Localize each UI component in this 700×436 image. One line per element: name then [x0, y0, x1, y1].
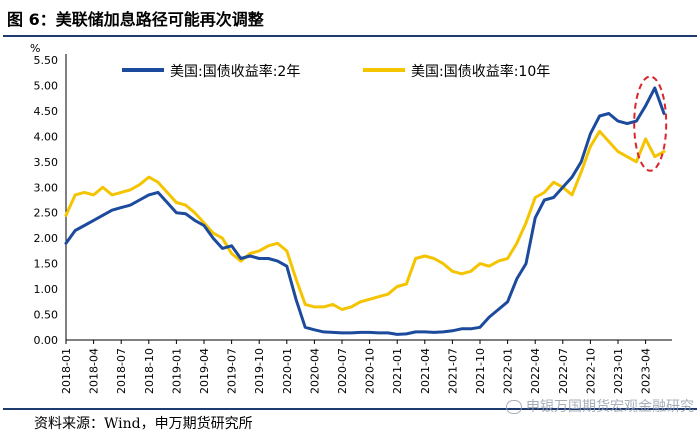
y-tick-label: 5.00 [34, 79, 59, 92]
y-tick-label: 2.50 [34, 207, 59, 220]
y-tick-label: 1.50 [34, 258, 59, 271]
x-tick-label: 2023-01 [612, 348, 625, 394]
legend-label: 美国:国债收益率:10年 [411, 63, 550, 80]
wechat-icon [506, 400, 522, 414]
legend-label: 美国:国债收益率:2年 [170, 63, 300, 80]
y-tick-label: 2.00 [34, 232, 59, 245]
figure-title: 图 6：美联储加息路径可能再次调整 [7, 10, 264, 29]
x-tick-label: 2019-10 [253, 348, 266, 394]
x-tick-label: 2018-10 [143, 348, 156, 394]
x-tick-label: 2020-04 [308, 348, 321, 394]
x-tick-label: 2019-07 [226, 348, 239, 394]
y-axis-unit: % [30, 42, 40, 55]
x-tick-label: 2022-07 [557, 348, 570, 394]
chart: % 0.00 0.50 1.00 1.50 2.00 2.50 3.00 3.50 4.00 4.5… [30, 42, 672, 394]
y-axis-layer: % 0.00 0.50 1.00 1.50 2.00 2.50 3.00 3.50 4.00 4.5… [30, 42, 672, 347]
x-tick-label: 2018-01 [60, 348, 73, 394]
y-tick-label: 3.50 [34, 156, 59, 169]
x-tick-label: 2021-01 [391, 348, 404, 394]
title-rule [3, 35, 697, 37]
x-tick-label: 2020-10 [364, 348, 377, 394]
x-tick-label: 2021-04 [419, 348, 432, 394]
series-line-10y [64, 129, 666, 311]
y-tick-label: 3.00 [34, 181, 59, 194]
footer-rule [3, 408, 697, 410]
x-tick-label: 2019-04 [198, 348, 211, 394]
x-tick-label: 2021-10 [474, 348, 487, 394]
legend: 美国:国债收益率:2年 美国:国债收益率:10年 [122, 63, 550, 80]
annotation-layer [633, 75, 668, 172]
series-layer [64, 86, 666, 336]
watermark: 申银万国期货宏观金融研究 [506, 396, 694, 416]
x-tick-label: 2021-07 [446, 348, 459, 394]
watermark-text: 申银万国期货宏观金融研究 [526, 399, 694, 415]
x-tick-label: 2020-07 [336, 348, 349, 394]
x-tick-label: 2023-04 [640, 348, 653, 394]
y-tick-label: 4.50 [34, 105, 59, 118]
x-tick-label: 2020-01 [281, 348, 294, 394]
x-tick-label: 2022-10 [584, 348, 597, 394]
annotation-ellipse [633, 75, 668, 172]
y-tick-label: 0.00 [34, 334, 59, 347]
x-tick-label: 2022-01 [502, 348, 515, 394]
y-tick-label: 4.00 [34, 130, 59, 143]
y-tick-label: 5.50 [34, 54, 59, 67]
x-tick-label: 2019-01 [170, 348, 183, 394]
x-tick-label: 2022-04 [529, 348, 542, 394]
y-tick-label: 1.00 [34, 283, 59, 296]
x-tick-label: 2018-07 [115, 348, 128, 394]
series-line-2y [64, 86, 666, 336]
x-tick-label: 2018-04 [88, 348, 101, 394]
x-axis-layer: 2018-01 2018-04 2018-07 2018-10 2019-01 2019-… [60, 340, 653, 394]
source-note: 资料来源：Wind，申万期货研究所 [34, 416, 253, 432]
y-tick-label: 0.50 [34, 309, 59, 322]
